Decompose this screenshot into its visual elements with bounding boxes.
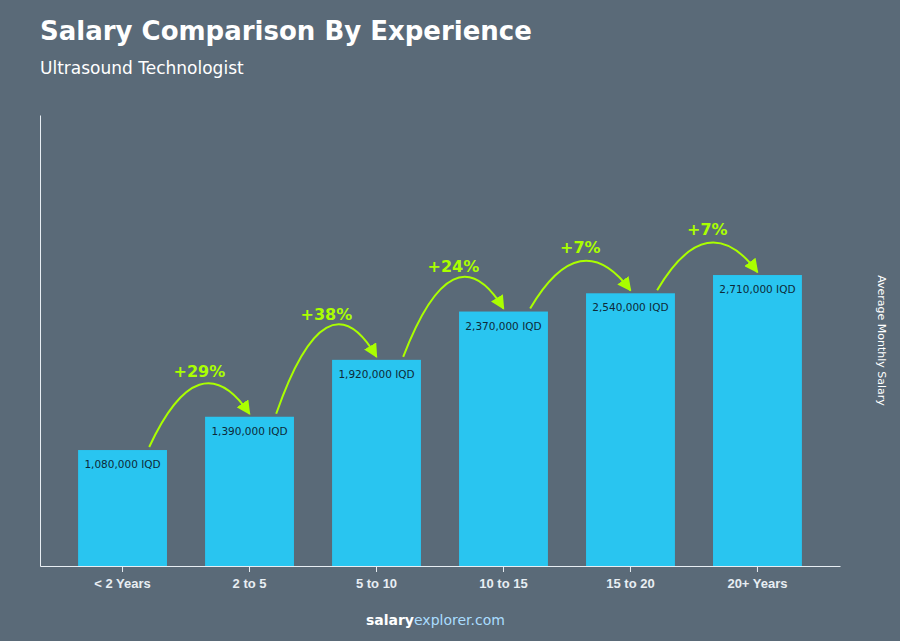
change-annotations: +29% +38% +24% +7% +7% [149,220,757,447]
value-label: 2,710,000 IQD [719,283,795,295]
x-tick-label: 2 to 5 [233,576,267,591]
x-tick-mark [630,566,631,572]
x-axis-line [41,566,841,567]
bars [78,275,802,566]
x-axis: < 2 Years 2 to 5 5 to 10 10 to 15 15 to 20 20… [41,566,841,591]
value-label: 2,370,000 IQD [465,320,541,332]
subtitle: Ultrasound Technologist [40,58,244,78]
change-arrow [276,324,376,413]
x-tick-mark [503,566,504,572]
x-tick: 20+ Years [727,566,787,591]
footer-text: salary [366,612,414,628]
x-tick-label: 10 to 15 [479,576,527,591]
x-tick-mark [376,566,377,572]
x-tick-mark [249,566,250,572]
footer: salaryexplorer.com [366,612,505,628]
x-tick-mark [122,566,123,572]
change-arrow [403,277,503,357]
bar [78,450,167,566]
change-label: +7% [687,220,728,239]
bar [586,293,675,566]
x-tick: 2 to 5 [233,566,267,591]
change-arrow [657,242,757,290]
bar [205,417,294,566]
footer-text: explorer.com [414,612,505,628]
bar [332,360,421,566]
value-label: 2,540,000 IQD [592,301,668,313]
change-arrow [530,261,630,309]
x-tick-mark [757,566,758,572]
change-label: +38% [300,305,352,324]
title: Salary Comparison By Experience [40,16,532,46]
x-tick: 15 to 20 [606,566,654,591]
x-tick: 10 to 15 [479,566,527,591]
value-label: 1,390,000 IQD [211,425,287,437]
bar [713,275,802,566]
value-labels: 1,080,000 IQD 1,390,000 IQD 1,920,000 IQD 2… [84,283,795,470]
x-tick: 5 to 10 [356,566,397,591]
change-label: +29% [174,362,226,381]
x-tick-label: 15 to 20 [606,576,654,591]
x-tick: < 2 Years [94,566,151,591]
y-axis-line [40,116,41,567]
bar [459,312,548,566]
change-arrow [149,383,249,447]
y-axis-title: Average Monthly Salary [875,275,888,406]
x-tick-label: < 2 Years [94,576,151,591]
chart-svg: Salary Comparison By Experience Ultrasoun… [0,0,900,641]
value-label: 1,080,000 IQD [84,458,160,470]
chart-container: Salary Comparison By Experience Ultrasoun… [0,0,900,641]
x-tick-label: 5 to 10 [356,576,397,591]
y-axis [40,116,41,567]
change-label: +24% [427,257,479,276]
change-label: +7% [560,238,601,257]
x-tick-label: 20+ Years [727,576,787,591]
value-label: 1,920,000 IQD [338,368,414,380]
